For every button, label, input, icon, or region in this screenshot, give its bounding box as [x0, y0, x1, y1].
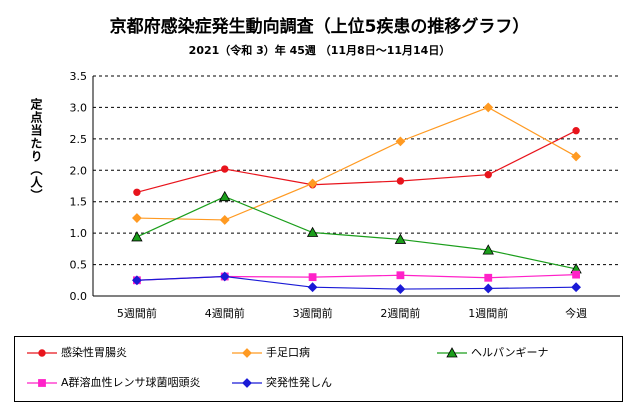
series-line: [136, 275, 577, 290]
data-point: [219, 271, 230, 282]
y-tick-label: 1.0: [70, 227, 88, 240]
data-point: [483, 283, 494, 294]
legend-swatch: [27, 349, 57, 357]
legend-swatch: [27, 379, 57, 387]
series-3: [131, 190, 582, 274]
legend-marker: [38, 379, 46, 387]
data-point: [572, 270, 580, 279]
data-point: [219, 190, 231, 202]
legend-label: 手足口病: [266, 346, 310, 359]
plot-area: 0.0 0.5 1.0 1.5 2.0 2.5 3.0 3.5 5週間前 4週間前 3週間前 2週間前…: [70, 70, 620, 320]
y-tick-label: 1.5: [70, 196, 88, 209]
data-point: [484, 170, 492, 179]
y-tick-label: 0.5: [70, 259, 88, 272]
x-tick-label: 1週間前: [468, 306, 508, 320]
legend-marker: [242, 378, 252, 388]
y-tick-label: 2.5: [70, 133, 88, 146]
data-point: [307, 178, 318, 189]
data-point: [571, 282, 581, 293]
legend-label: ヘルパンギーナ: [471, 346, 549, 359]
data-point: [221, 165, 229, 173]
x-tick-label: 3週間前: [293, 306, 333, 320]
legend-swatch: [232, 348, 262, 358]
data-point: [132, 275, 142, 286]
legend-swatch: [232, 378, 262, 388]
x-tick-label: 5週間前: [117, 306, 157, 320]
data-point: [484, 273, 493, 282]
x-tick-label: 4週間前: [205, 306, 245, 320]
chart-title: 京都府感染症発生動向調査（上位5疾患の推移グラフ）: [109, 17, 530, 37]
data-point: [395, 284, 406, 294]
series-line: [136, 130, 577, 193]
data-point: [133, 188, 141, 196]
data-point: [572, 126, 580, 135]
series-2: [132, 102, 581, 225]
y-axis-label: 定点当たり（人）: [29, 98, 43, 202]
y-tick-label: 3.0: [70, 101, 88, 114]
y-tick-label: 0.0: [70, 290, 88, 303]
x-tick-label: 今週: [565, 306, 587, 320]
data-point: [482, 244, 494, 255]
legend-marker: [242, 348, 252, 358]
y-tick-label: 3.5: [70, 70, 88, 83]
data-point: [219, 215, 230, 225]
data-point: [483, 102, 494, 113]
data-point: [307, 282, 318, 293]
legend-label: A群溶血性レンサ球菌咽頭炎: [61, 376, 201, 389]
y-tick-label: 2.0: [70, 164, 88, 177]
data-point: [396, 177, 405, 185]
legend-marker: [446, 347, 458, 358]
legend: 感染性胃腸炎 手足口病 ヘルパンギーナ A群溶血性レンサ球菌咽頭炎 突発性発しん: [14, 336, 623, 402]
data-point: [394, 233, 407, 244]
data-point: [131, 231, 143, 242]
data-point: [308, 273, 317, 282]
data-point: [306, 226, 319, 237]
legend-marker: [38, 349, 46, 357]
series-1: [133, 126, 580, 196]
data-point: [132, 213, 142, 223]
series-line: [136, 106, 577, 221]
legend-label: 感染性胃腸炎: [61, 346, 127, 359]
legend-swatch: [437, 347, 467, 358]
series-5: [132, 271, 581, 294]
x-tick-label: 2週間前: [380, 306, 420, 320]
data-point: [396, 271, 405, 280]
data-point: [571, 151, 581, 162]
series-line: [136, 196, 577, 270]
data-point: [395, 136, 406, 147]
legend-label: 突発性発しん: [266, 376, 332, 389]
chart-subtitle: 2021（令和 3）年 45週 （11月8日～11月14日）: [188, 44, 451, 57]
